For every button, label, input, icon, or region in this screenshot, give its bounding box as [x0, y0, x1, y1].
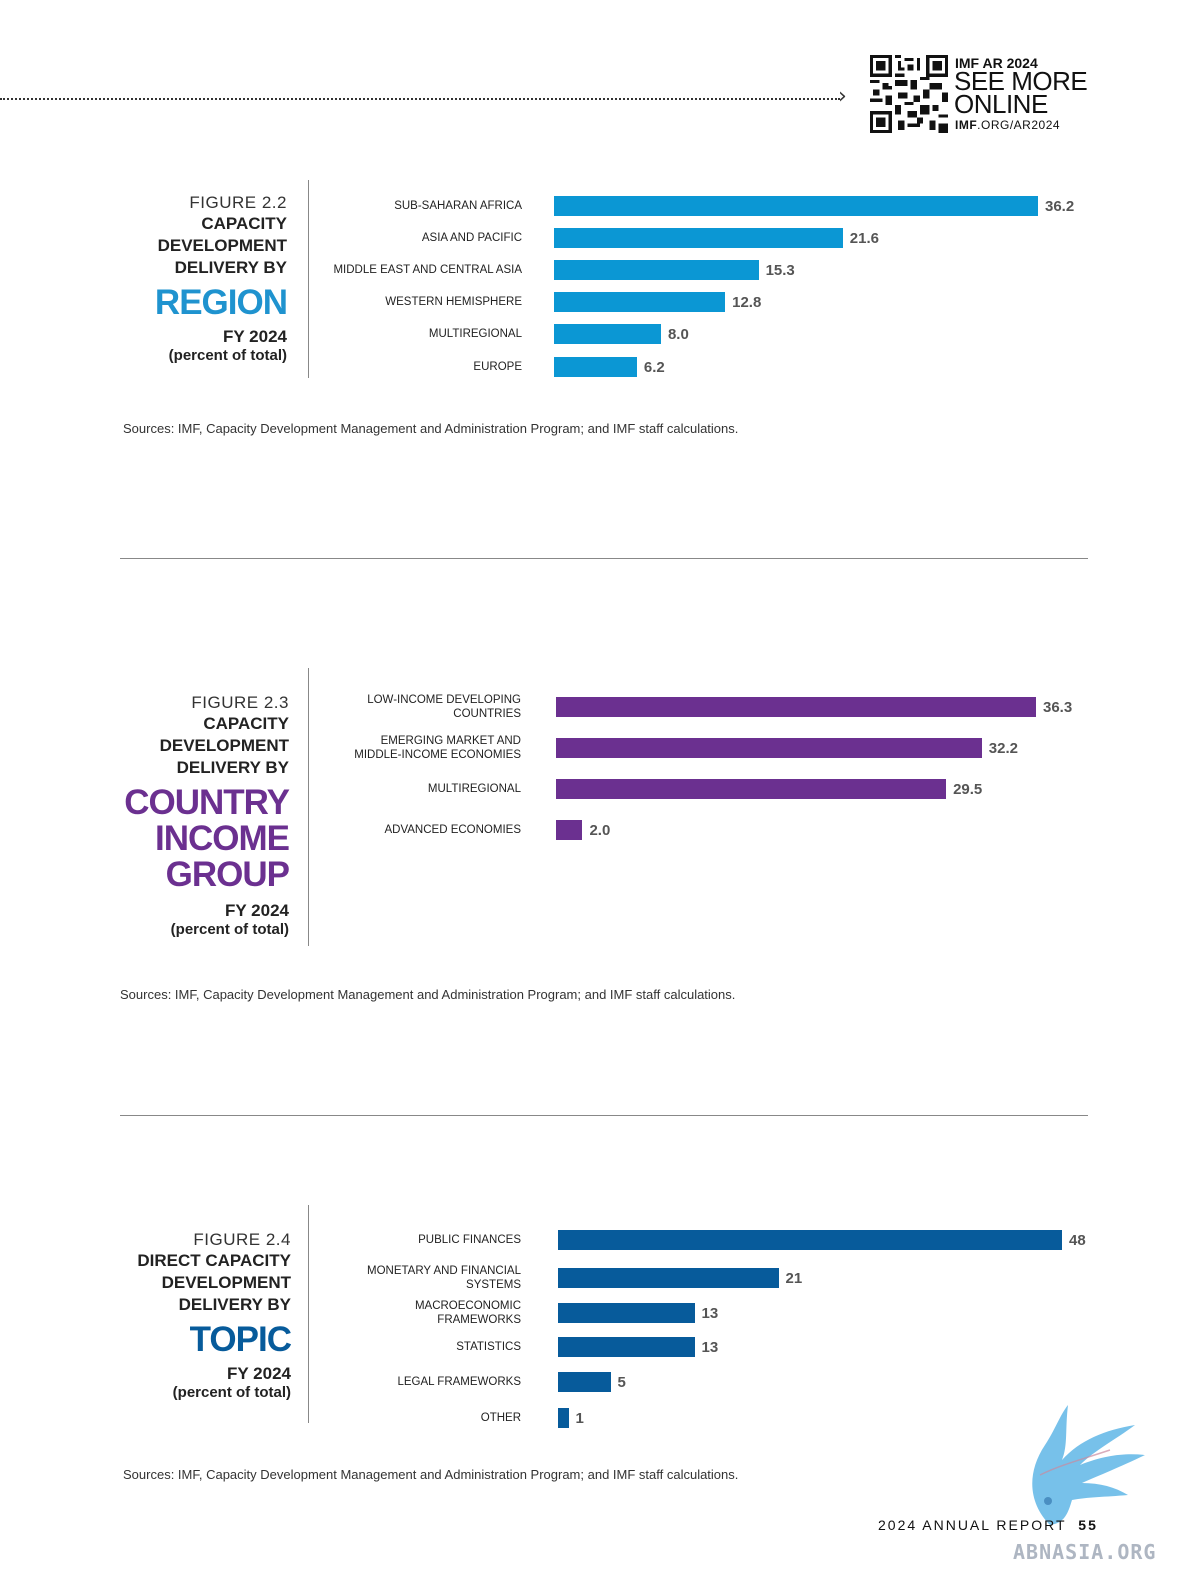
bar: [554, 260, 759, 280]
figure-keyword: COUNTRY: [124, 783, 290, 822]
report-name: 2024 ANNUAL REPORT: [878, 1517, 1067, 1533]
bar-category-label: MACROECONOMIC FRAMEWORKS: [414, 1300, 521, 1326]
bar-category-label: MULTIREGIONAL: [428, 328, 522, 340]
bar-category-label: ASIA AND PACIFIC: [421, 232, 522, 244]
figure-unit: (percent of total): [170, 921, 289, 938]
figure-source-note: Sources: IMF, Capacity Development Manag…: [123, 421, 739, 436]
bar-value-label: 6.2: [643, 359, 665, 376]
bar-category-label: SUB-SAHARAN AFRICA: [394, 200, 522, 212]
bar: [556, 697, 1036, 717]
section-divider: [120, 558, 1088, 559]
qr-code-icon[interactable]: [870, 55, 948, 133]
bar: [558, 1408, 569, 1428]
figure-2-4-title-block: FIGURE 2.4 DIRECT CAPACITY DEVELOPMENT D…: [95, 1230, 292, 1401]
online-line: ONLINE: [954, 89, 1048, 119]
report-url-link[interactable]: IMF.ORG/AR2024: [955, 118, 1060, 132]
figure-keyword: INCOME: [155, 819, 290, 858]
bar-value-label: 12.8: [732, 294, 762, 311]
see-more-line: SEE MORE: [954, 66, 1088, 96]
bar-category-label: LOW-INCOME DEVELOPING COUNTRIES: [367, 694, 521, 720]
figure-divider: [308, 1205, 309, 1423]
url-bold: IMF: [955, 118, 978, 132]
bar: [554, 196, 1038, 216]
figure-unit: (percent of total): [172, 1384, 291, 1401]
bar: [554, 228, 843, 248]
figure-subtitle-line: DIRECT CAPACITY: [137, 1251, 291, 1270]
figure-2-2-title-block: FIGURE 2.2 CAPACITY DEVELOPMENT DELIVERY…: [95, 193, 288, 364]
figure-number: FIGURE 2.4: [193, 1230, 291, 1249]
figure-subtitle-line: DEVELOPMENT: [159, 736, 289, 755]
figure-subtitle-line: DELIVERY BY: [176, 758, 289, 777]
bar-value-label: 15.3: [765, 262, 795, 279]
url-rest: .ORG/AR2024: [977, 118, 1061, 132]
bar: [556, 820, 583, 840]
bar: [554, 357, 637, 377]
bar-value-label: 36.2: [1045, 198, 1075, 215]
bar-category-label: MIDDLE EAST AND CENTRAL ASIA: [333, 264, 522, 276]
figure-keyword: GROUP: [165, 855, 290, 894]
figure-keyword: TOPIC: [189, 1320, 292, 1359]
bar: [558, 1268, 779, 1288]
bar-category-label: ADVANCED ECONOMIES: [384, 824, 521, 836]
bar-value-label: 21: [785, 1270, 803, 1287]
see-more-online-text[interactable]: SEE MORE ONLINE: [954, 66, 1088, 119]
bar-value-label: 36.3: [1043, 699, 1073, 716]
section-divider: [120, 1115, 1088, 1116]
qr-tag-label: IMF AR 2024: [955, 55, 1038, 71]
figure-keyword: REGION: [154, 283, 288, 322]
dotted-leader-line: [0, 98, 840, 100]
bar: [558, 1337, 695, 1357]
bar-value-label: 21.6: [849, 230, 879, 247]
bar-category-label: MONETARY AND FINANCIAL SYSTEMS: [366, 1265, 521, 1291]
bar: [558, 1303, 695, 1323]
bar: [554, 292, 726, 312]
bar-value-label: 8.0: [667, 326, 689, 343]
bar-value-label: 2.0: [589, 822, 611, 839]
figure-subtitle-line: DELIVERY BY: [178, 1295, 291, 1314]
bar: [558, 1230, 1062, 1250]
figure-divider: [308, 180, 309, 378]
figure-subtitle-line: DEVELOPMENT: [161, 1273, 291, 1292]
page-number: 55: [1078, 1517, 1098, 1533]
bar: [554, 324, 661, 344]
bar-category-label: EMERGING MARKET AND MIDDLE-INCOME ECONOMI…: [354, 735, 521, 761]
figure-unit: (percent of total): [168, 347, 287, 364]
figure-source-note: Sources: IMF, Capacity Development Manag…: [120, 987, 736, 1002]
figure-number: FIGURE 2.2: [189, 193, 287, 212]
bar-category-label: STATISTICS: [456, 1341, 521, 1353]
bar: [558, 1372, 611, 1392]
figure-number: FIGURE 2.3: [191, 693, 289, 712]
chevron-right-icon: ›: [838, 84, 847, 109]
figure-subtitle-line: CAPACITY: [201, 214, 287, 233]
bar-value-label: 29.5: [953, 781, 983, 798]
page-footer: 2024 ANNUAL REPORT 55: [878, 1517, 1098, 1533]
watermark-text: ABNASIA.ORG: [1013, 1540, 1157, 1564]
figure-fiscal-year: FY 2024: [223, 327, 287, 346]
figure-subtitle-line: DEVELOPMENT: [157, 236, 287, 255]
bar-category-label: WESTERN HEMISPHERE: [385, 296, 522, 308]
bar-category-label: MULTIREGIONAL: [427, 783, 521, 795]
bird-logo-icon: [1032, 1405, 1145, 1525]
bar-category-label: PUBLIC FINANCES: [418, 1234, 521, 1246]
figure-subtitle-line: CAPACITY: [203, 714, 289, 733]
bar-category-label: LEGAL FRAMEWORKS: [397, 1376, 521, 1388]
bar-value-label: 1: [575, 1410, 584, 1427]
figure-subtitle-line: DELIVERY BY: [174, 258, 287, 277]
bar-category-label: EUROPE: [473, 361, 522, 373]
bar-value-label: 13: [701, 1305, 719, 1322]
figure-source-note: Sources: IMF, Capacity Development Manag…: [123, 1467, 739, 1482]
figure-fiscal-year: FY 2024: [225, 901, 289, 920]
bar: [556, 779, 947, 799]
bar-value-label: 5: [617, 1374, 626, 1391]
bar-value-label: 13: [701, 1339, 719, 1356]
bar: [556, 738, 982, 758]
bar-value-label: 48: [1069, 1232, 1086, 1249]
figure-fiscal-year: FY 2024: [227, 1364, 291, 1383]
bar-value-label: 32.2: [988, 740, 1018, 757]
figure-divider: [308, 668, 309, 946]
bar-category-label: OTHER: [480, 1412, 521, 1424]
figure-2-3-title-block: FIGURE 2.3 CAPACITY DEVELOPMENT DELIVERY…: [95, 693, 290, 938]
